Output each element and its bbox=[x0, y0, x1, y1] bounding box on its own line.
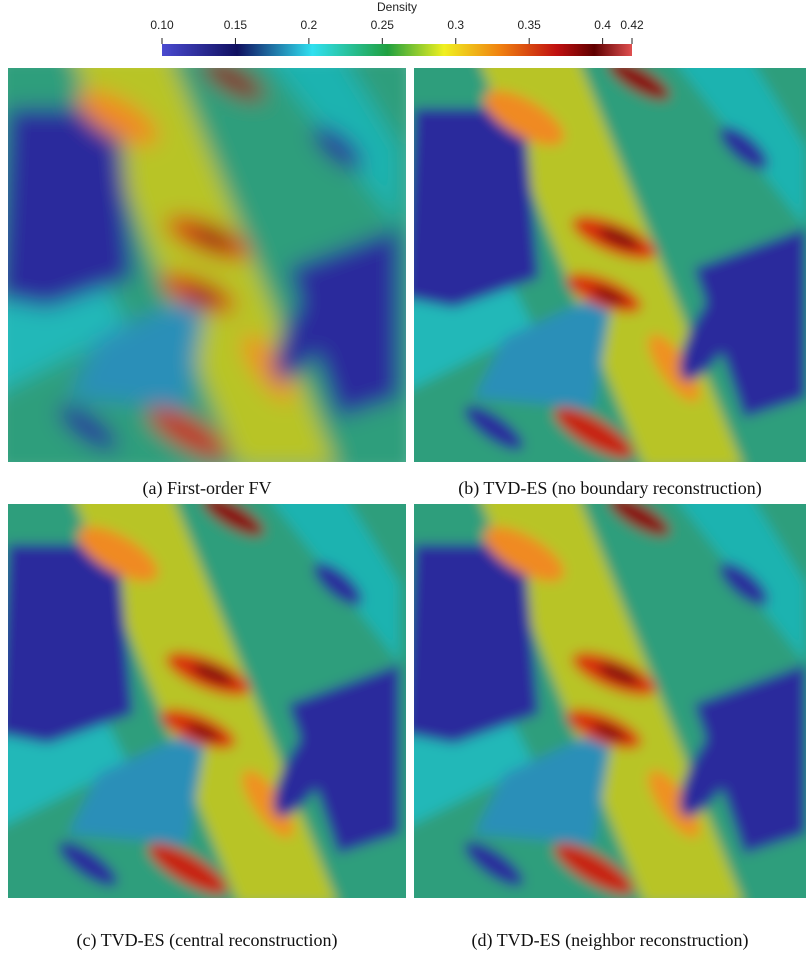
tick-label: 0.10 bbox=[150, 18, 174, 32]
tick-label: 0.25 bbox=[371, 18, 395, 32]
panel-image bbox=[414, 68, 806, 462]
caption: (b) TVD-ES (no boundary reconstruction) bbox=[458, 478, 762, 499]
colorbar-title: Density bbox=[377, 0, 417, 14]
caption: (a) First-order FV bbox=[143, 478, 272, 499]
caption: (c) TVD-ES (central reconstruction) bbox=[76, 930, 337, 951]
tick-label: 0.42 bbox=[620, 18, 644, 32]
tick-label: 0.15 bbox=[224, 18, 248, 32]
tick-label: 0.3 bbox=[447, 18, 464, 32]
caption: (d) TVD-ES (neighbor reconstruction) bbox=[471, 930, 748, 951]
tick-label: 0.35 bbox=[518, 18, 542, 32]
tick-label: 0.2 bbox=[301, 18, 318, 32]
tick-label: 0.4 bbox=[594, 18, 611, 32]
panel-image bbox=[8, 504, 406, 898]
colorbar bbox=[162, 44, 632, 56]
panel-image bbox=[8, 68, 406, 462]
colorbar-ticks: 0.10 0.15 0.2 0.25 0.3 0.35 0.4 0.42 bbox=[150, 18, 644, 44]
panel-image bbox=[414, 504, 806, 898]
